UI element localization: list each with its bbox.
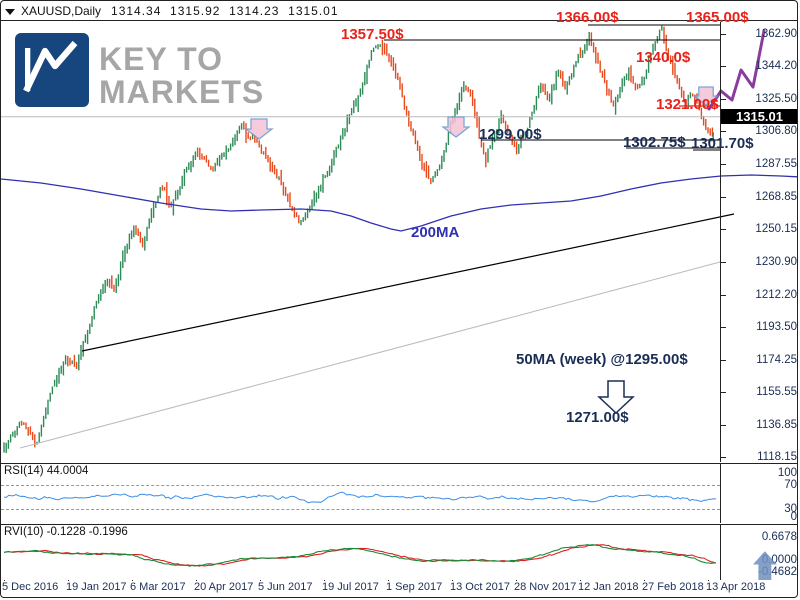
svg-text:KEY TO: KEY TO [99,41,223,77]
svg-text:MARKETS: MARKETS [99,74,264,110]
